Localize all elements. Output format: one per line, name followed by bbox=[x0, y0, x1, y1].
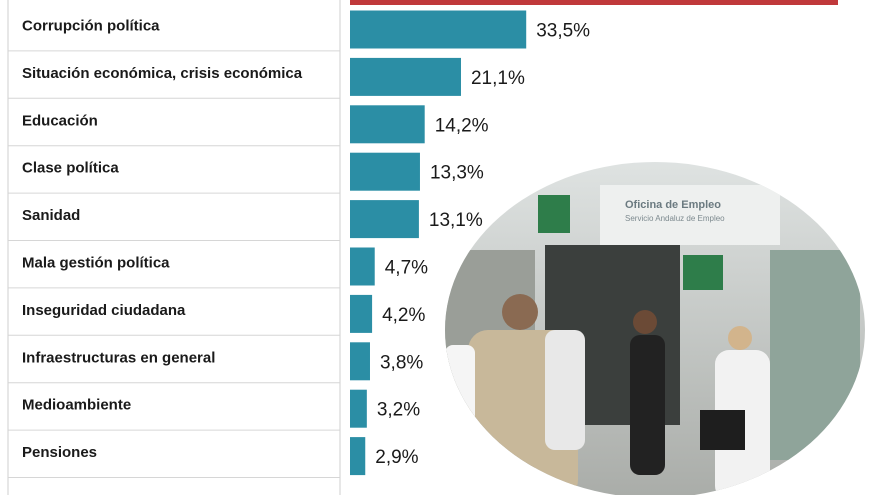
value-label: 4,7% bbox=[385, 258, 428, 279]
value-label: 13,3% bbox=[430, 163, 484, 184]
bar bbox=[350, 247, 375, 286]
bar bbox=[350, 57, 461, 96]
value-label: 2,9% bbox=[375, 447, 418, 468]
category-label: Clase política bbox=[22, 160, 119, 177]
bar bbox=[350, 342, 370, 381]
value-label: 13,1% bbox=[429, 210, 483, 231]
bar bbox=[350, 437, 366, 476]
photo-sign: Servicio Andaluz de Empleo bbox=[625, 214, 725, 223]
category-label: Medioambiente bbox=[22, 397, 131, 414]
bar bbox=[350, 294, 373, 333]
value-label: 33,5% bbox=[536, 21, 590, 42]
category-label: Inseguridad ciudadana bbox=[22, 302, 186, 319]
bar bbox=[350, 200, 419, 239]
bar bbox=[350, 10, 527, 49]
category-label: Educación bbox=[22, 112, 98, 129]
photo: Oficina de Empleo Servicio Andaluz de Em… bbox=[445, 162, 865, 495]
category-label: Sanidad bbox=[22, 207, 80, 224]
header-bar bbox=[350, 0, 838, 5]
bar bbox=[350, 105, 425, 144]
category-label: Infraestructuras en general bbox=[22, 349, 215, 366]
category-label: Situación económica, crisis económica bbox=[22, 65, 303, 82]
bar bbox=[350, 152, 420, 191]
value-label: 3,2% bbox=[377, 400, 420, 421]
value-label: 14,2% bbox=[435, 115, 489, 136]
photo-sign: Oficina de Empleo bbox=[625, 199, 721, 211]
value-label: 4,2% bbox=[382, 305, 425, 326]
category-label: Pensiones bbox=[22, 444, 97, 461]
value-label: 3,8% bbox=[380, 352, 423, 373]
bar bbox=[350, 389, 367, 428]
category-label: Mala gestión política bbox=[22, 254, 170, 271]
value-label: 21,1% bbox=[471, 68, 525, 89]
category-label: Corrupción política bbox=[22, 17, 160, 34]
